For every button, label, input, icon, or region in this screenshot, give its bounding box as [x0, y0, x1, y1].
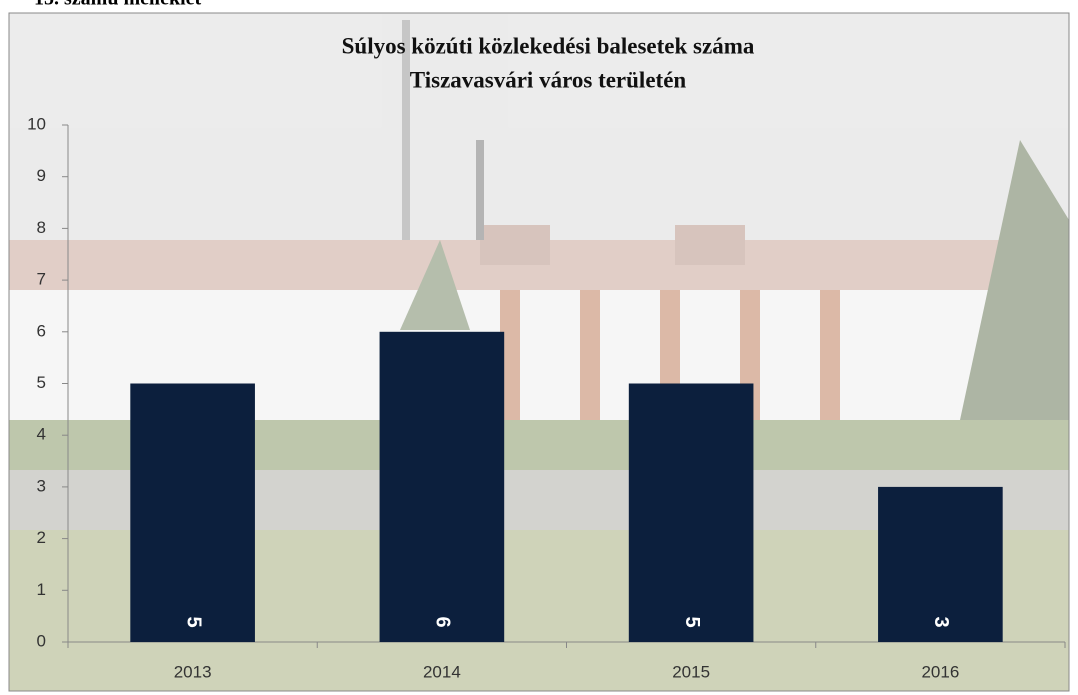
- y-tick-label: 1: [37, 580, 46, 599]
- x-tick-label: 2015: [672, 662, 710, 681]
- value-label: 5: [681, 616, 703, 627]
- x-tick-label: 2016: [921, 662, 959, 681]
- y-tick-label: 3: [37, 476, 46, 495]
- chart-title: Tiszavasvári város területén: [410, 67, 687, 92]
- y-tick-label: 5: [37, 373, 46, 392]
- bar: [130, 384, 255, 643]
- bar: [629, 384, 754, 643]
- chart: 15. számú melléklet Súlyos közúti közlek…: [0, 0, 1078, 695]
- header: 15. számú melléklet: [34, 0, 202, 10]
- bar: [380, 332, 505, 642]
- y-tick-label: 0: [37, 631, 46, 650]
- y-tick-label: 2: [37, 528, 46, 547]
- x-tick-label: 2014: [423, 662, 461, 681]
- page: 15. számú melléklet Súlyos közúti közlek…: [0, 0, 1078, 695]
- y-tick-label: 10: [27, 114, 46, 133]
- y-tick-label: 6: [37, 321, 46, 340]
- y-tick-label: 9: [37, 166, 46, 185]
- value-label: 5: [182, 616, 204, 627]
- value-label: 3: [930, 616, 952, 627]
- y-tick-label: 7: [37, 270, 46, 289]
- x-tick-label: 2013: [174, 662, 212, 681]
- y-tick-label: 8: [37, 218, 46, 237]
- y-tick-label: 4: [37, 425, 46, 444]
- value-label: 6: [432, 616, 454, 627]
- chart-title: Súlyos közúti közlekedési balesetek szám…: [342, 33, 755, 58]
